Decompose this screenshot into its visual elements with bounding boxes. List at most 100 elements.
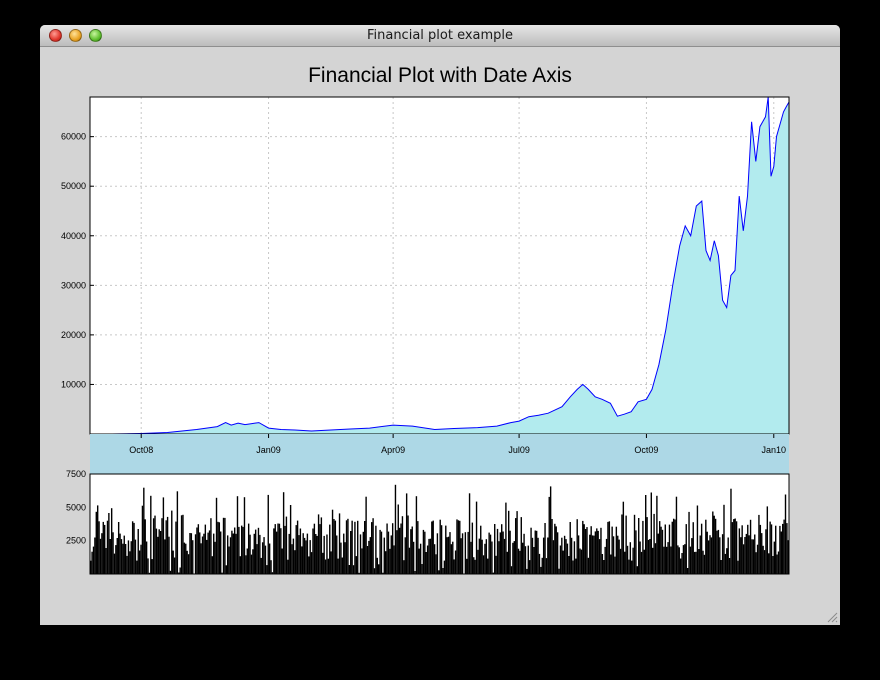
volume-bar <box>421 564 423 574</box>
volume-bar <box>96 505 99 574</box>
volume-bar <box>266 565 268 574</box>
volume-bar <box>422 529 425 574</box>
volume-bar <box>699 535 701 574</box>
volume-bar <box>303 537 306 574</box>
volume-bar <box>323 535 325 574</box>
volume-bar <box>605 538 608 574</box>
volume-bar <box>751 539 753 574</box>
volume-bar <box>138 550 141 574</box>
zoom-window-button[interactable] <box>89 29 102 42</box>
chart-title: Financial Plot with Date Axis <box>308 64 572 87</box>
title-bar[interactable]: Financial plot example <box>40 25 840 47</box>
volume-bar <box>396 530 398 574</box>
volume-bar <box>724 553 727 574</box>
volume-bar <box>390 535 392 574</box>
volume-bar <box>765 529 767 574</box>
volume-bar <box>466 558 468 574</box>
volume-bar <box>263 537 265 574</box>
volume-bar <box>607 521 609 574</box>
volume-bar <box>526 568 528 574</box>
volume-bar <box>540 566 542 574</box>
volume-bar <box>380 531 383 574</box>
volume-bar <box>419 543 422 574</box>
volume-bar <box>415 496 418 574</box>
volume-bar <box>563 535 566 574</box>
volume-bar <box>590 526 592 574</box>
volume-bar <box>227 535 229 574</box>
volume-bar <box>428 538 430 574</box>
volume-bar <box>220 531 222 574</box>
y-tick-label: 20000 <box>61 330 86 340</box>
volume-bar <box>619 548 622 574</box>
volume-bar <box>298 535 300 574</box>
volume-bar <box>633 514 636 574</box>
volume-bar <box>168 536 170 574</box>
volume-bar <box>545 558 548 574</box>
volume-bar <box>213 533 215 574</box>
volume-bar <box>373 568 376 574</box>
volume-bar <box>439 519 441 574</box>
volume-bar <box>510 566 513 574</box>
volume-bar <box>277 523 279 574</box>
volume-bar <box>260 557 262 574</box>
volume-bar <box>225 565 228 574</box>
volume-bar <box>741 525 743 574</box>
volume-bar <box>650 492 652 574</box>
volume-y-tick-label: 2500 <box>66 536 86 546</box>
volume-bar <box>407 515 409 574</box>
volume-bar <box>562 550 564 574</box>
volume-bar <box>344 542 346 574</box>
volume-bar <box>759 524 762 574</box>
volume-bar <box>152 518 155 574</box>
volume-bar <box>491 541 493 574</box>
volume-bar <box>410 529 412 574</box>
volume-bar <box>784 494 787 574</box>
close-window-button[interactable] <box>49 29 62 42</box>
volume-bar <box>740 537 742 574</box>
volume-bar <box>598 539 601 574</box>
volume-bar <box>364 521 366 574</box>
volume-bar <box>222 517 225 574</box>
volume-y-tick-label: 5000 <box>66 502 86 512</box>
volume-bar <box>734 518 736 574</box>
volume-bar <box>554 523 556 574</box>
volume-bar <box>327 558 330 574</box>
volume-bar <box>376 557 378 574</box>
volume-bar <box>389 548 391 574</box>
volume-bar <box>431 521 433 574</box>
volume-bar <box>302 533 304 574</box>
y-tick-label: 50000 <box>61 181 86 191</box>
resize-grip-icon[interactable] <box>826 611 838 623</box>
volume-bar <box>267 494 269 574</box>
volume-bar <box>652 547 654 574</box>
volume-bar <box>663 546 665 574</box>
volume-bar <box>649 539 651 574</box>
volume-bar <box>207 532 209 574</box>
volume-bar <box>192 540 194 574</box>
volume-bar <box>668 524 671 574</box>
volume-bar <box>182 514 184 574</box>
minimize-window-button[interactable] <box>69 29 82 42</box>
volume-bar <box>242 526 244 574</box>
volume-bar <box>372 518 374 574</box>
volume-bar <box>600 527 602 574</box>
volume-bar <box>210 518 212 574</box>
volume-bar <box>361 548 363 574</box>
volume-bar <box>580 549 583 574</box>
volume-bar <box>350 531 352 574</box>
volume-bar <box>766 506 769 574</box>
volume-bar <box>591 535 594 574</box>
volume-bar <box>115 545 117 574</box>
volume-bar <box>639 541 641 574</box>
volume-bar <box>382 572 384 574</box>
volume-bar <box>731 522 734 574</box>
volume-bar <box>478 538 481 574</box>
volume-bar <box>204 524 207 574</box>
volume-bar <box>143 487 145 574</box>
volume-bar <box>287 559 289 574</box>
volume-bar <box>397 504 399 574</box>
volume-bar <box>224 517 226 574</box>
volume-bar <box>537 537 539 574</box>
volume-bar <box>597 530 599 574</box>
volume-bar <box>737 560 739 574</box>
